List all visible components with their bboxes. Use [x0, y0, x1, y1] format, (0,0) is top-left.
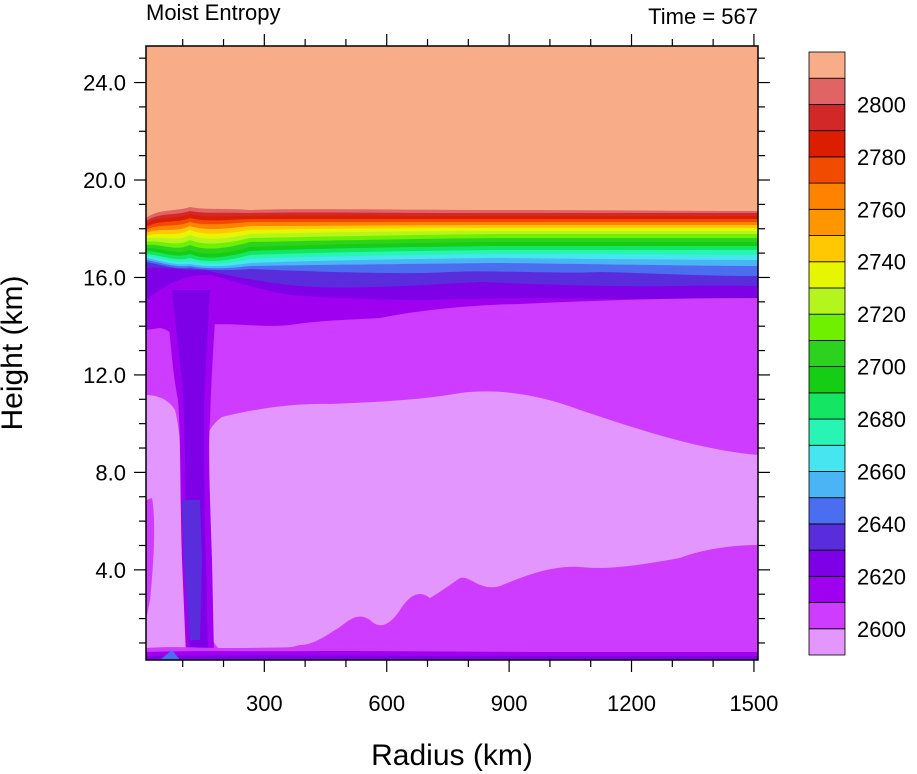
colorbar-swatch — [808, 523, 846, 551]
colorbar-swatch — [808, 392, 846, 420]
colorbar-label: 2740 — [857, 250, 906, 275]
colorbar-swatch — [808, 418, 846, 446]
colorbar-swatch — [808, 575, 846, 603]
colorbar-label: 2700 — [857, 355, 906, 380]
chart-title-left: Moist Entropy — [146, 0, 281, 25]
colorbar-swatch — [808, 51, 846, 79]
colorbar-label: 2680 — [857, 407, 906, 432]
colorbar-swatch — [808, 471, 846, 499]
colorbar-swatch — [808, 208, 846, 236]
colorbar-swatch — [808, 602, 846, 630]
boundary-2620 — [146, 655, 758, 660]
x-tick-label: 1500 — [729, 691, 778, 716]
y-tick-label: 16.0 — [83, 265, 126, 290]
colorbar-swatch — [808, 235, 846, 263]
colorbar-label: 2600 — [857, 617, 906, 642]
y-axis-ticks: 4.0 8.0 12.0 16.0 20.0 24.0 — [83, 57, 770, 644]
colorbar-swatch — [808, 339, 846, 368]
colorbar-swatch — [808, 549, 846, 577]
y-axis-title: Height (km) — [0, 275, 29, 430]
y-tick-label: 24.0 — [83, 71, 126, 96]
plot-frame — [145, 45, 759, 661]
y-tick-label: 8.0 — [95, 460, 126, 485]
colorbar: 2600 2620 2640 2660 2680 2700 2720 2740 2760 2780… — [808, 51, 906, 656]
x-tick-label: 900 — [491, 691, 528, 716]
colorbar-label: 2620 — [857, 564, 906, 589]
colorbar-label: 2780 — [857, 145, 906, 170]
colorbar-swatch — [808, 182, 846, 210]
y-tick-label: 20.0 — [83, 168, 126, 193]
x-tick-label: 300 — [246, 691, 283, 716]
colorbar-swatch — [808, 130, 846, 158]
y-tick-label: 4.0 — [95, 558, 126, 583]
colorbar-swatch — [808, 77, 846, 105]
chart-title-right: Time = 567 — [648, 4, 758, 29]
x-axis-ticks: 300 600 900 1200 1500 — [182, 34, 778, 716]
colorbar-swatch — [808, 628, 846, 656]
x-axis-title: Radius (km) — [371, 739, 533, 772]
y-tick-label: 12.0 — [83, 363, 126, 388]
x-tick-label: 1200 — [607, 691, 656, 716]
colorbar-label: 2660 — [857, 459, 906, 484]
colorbar-swatch — [808, 444, 846, 472]
x-tick-label: 600 — [368, 691, 405, 716]
column-2630 — [182, 500, 202, 640]
band-2590 — [146, 391, 758, 650]
colorbar-swatch — [808, 261, 846, 289]
colorbar-swatch — [808, 104, 846, 132]
entropy-field — [146, 46, 758, 660]
colorbar-swatch — [808, 366, 846, 394]
colorbar-label: 2800 — [857, 92, 906, 117]
colorbar-label: 2640 — [857, 512, 906, 537]
colorbar-swatch — [808, 497, 846, 525]
colorbar-label: 2720 — [857, 302, 906, 327]
colorbar-label: 2760 — [857, 197, 906, 222]
colorbar-swatch — [808, 156, 846, 184]
left-edge-2600 — [146, 498, 155, 620]
colorbar-swatch — [808, 287, 846, 315]
colorbar-swatch — [808, 313, 846, 341]
near-surface-2640 — [160, 650, 180, 660]
